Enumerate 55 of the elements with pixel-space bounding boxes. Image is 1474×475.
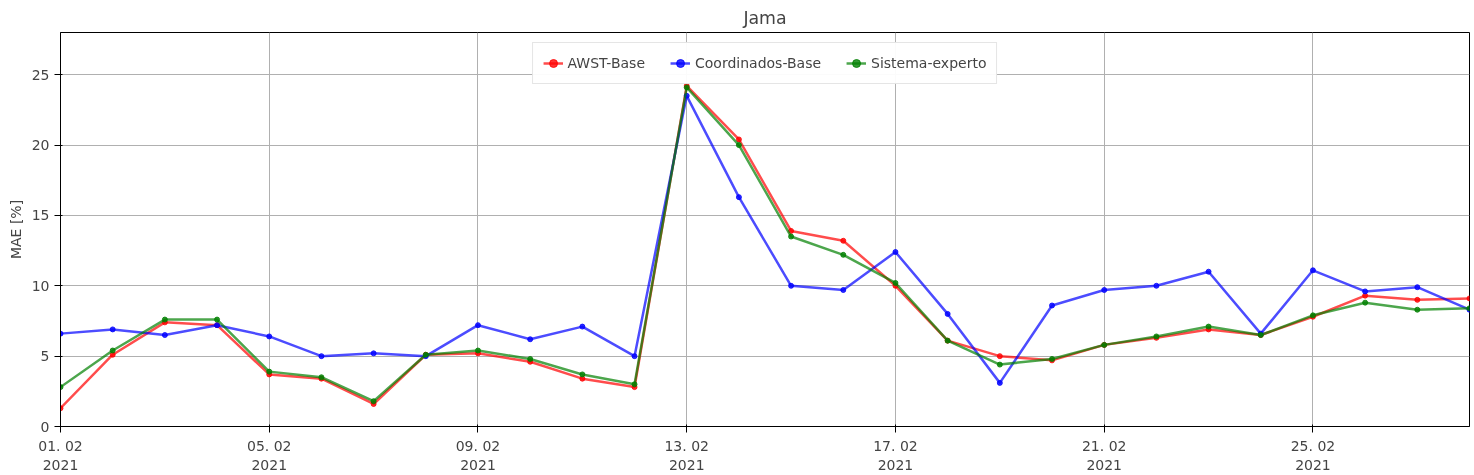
y-axis-title: MAE [%] [7, 199, 24, 260]
x-tick-label: 25. 02 2021 [1290, 437, 1336, 473]
x-tick-label: 01. 02 2021 [38, 437, 83, 473]
point [1153, 282, 1160, 289]
point [996, 361, 1003, 368]
point [1049, 302, 1056, 309]
x-tick-label: 05. 02 2021 [246, 437, 292, 473]
point [788, 282, 795, 289]
x-tick-label: 21. 02 2021 [1081, 437, 1127, 473]
point [735, 142, 742, 149]
legend-label: Coordinados-Base [695, 55, 822, 71]
point [996, 353, 1003, 360]
point [579, 323, 586, 330]
point [735, 194, 742, 201]
point [109, 326, 116, 333]
point [474, 322, 481, 329]
point [892, 249, 899, 256]
point [1414, 306, 1421, 313]
point [109, 347, 116, 354]
point [527, 336, 534, 343]
point [214, 316, 221, 323]
y-tick-label: 20 [31, 137, 50, 154]
point [370, 350, 377, 357]
point [266, 333, 273, 340]
y-tick-label: 15 [31, 207, 50, 224]
point [840, 237, 847, 244]
x-tick-label: 09. 02 2021 [455, 437, 501, 473]
point [631, 353, 638, 360]
x-tick-label: 13. 02 2021 [664, 437, 709, 473]
point [1309, 267, 1316, 274]
y-tick-label: 25 [31, 66, 50, 83]
x-tick-label: 17. 02 2021 [873, 437, 918, 473]
point [1414, 296, 1421, 303]
point [788, 233, 795, 240]
point [579, 371, 586, 378]
chart-title: Jama [742, 7, 787, 28]
point [1205, 268, 1212, 275]
y-tick-label: 5 [40, 348, 50, 365]
point [944, 310, 951, 317]
point [735, 136, 742, 143]
legend-label: Sistema-experto [871, 55, 987, 71]
point [318, 353, 325, 360]
point [1414, 284, 1421, 291]
point [1362, 299, 1369, 306]
y-tick-label: 10 [31, 277, 50, 294]
point [161, 332, 168, 339]
legend-label: AWST-Base [567, 55, 645, 71]
point [1101, 287, 1108, 293]
point [996, 379, 1003, 386]
point [579, 375, 586, 382]
point [1362, 292, 1369, 299]
point [1362, 288, 1369, 295]
y-tick-label: 0 [40, 418, 50, 435]
point [840, 251, 847, 258]
point [840, 287, 847, 293]
